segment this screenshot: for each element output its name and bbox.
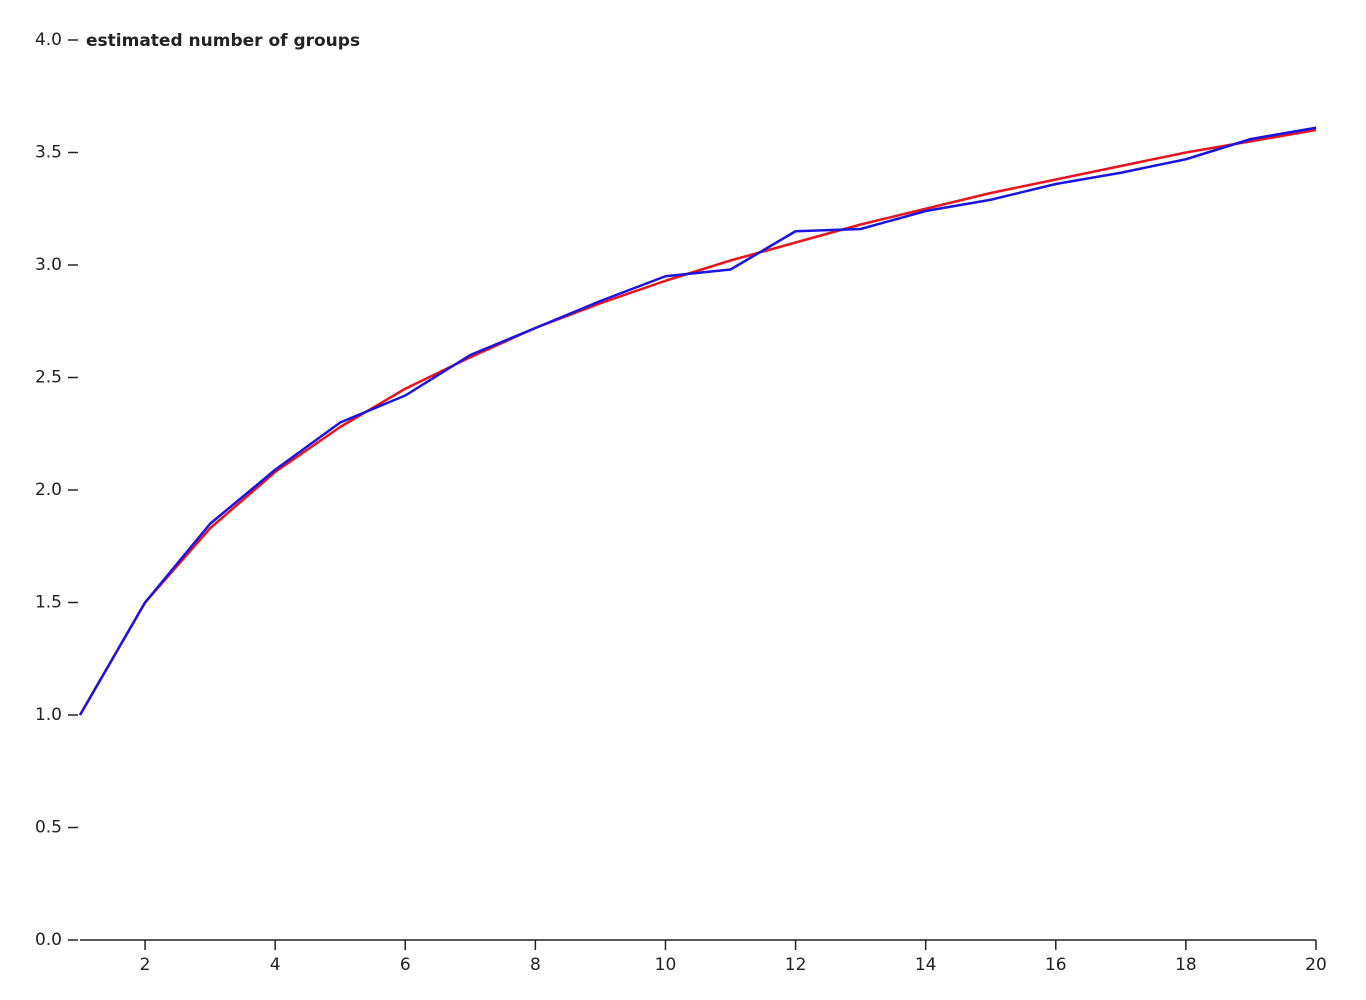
series-line — [78, 128, 1317, 716]
y-tick-label: 0.5 — [35, 818, 62, 838]
x-tick-label: 8 — [530, 955, 541, 975]
y-tick-label: 0.0 — [35, 930, 62, 950]
x-tick-label: 4 — [270, 955, 281, 975]
x-tick-label: 14 — [915, 955, 937, 975]
x-tick-label: 18 — [1175, 955, 1197, 975]
x-tick-label: 2 — [140, 955, 151, 975]
y-tick-label: 3.0 — [35, 255, 62, 275]
x-tick-label: 20 — [1305, 955, 1327, 975]
y-tick-label: 1.5 — [35, 593, 62, 613]
y-axis-title: estimated number of groups — [86, 31, 360, 51]
series-line — [78, 126, 1317, 716]
x-tick-label: 6 — [400, 955, 411, 975]
y-tick-label: 3.5 — [35, 143, 62, 163]
y-tick-label: 4.0 — [35, 30, 62, 50]
y-tick-label: 2.0 — [35, 480, 62, 500]
y-tick-label: 2.5 — [35, 368, 62, 388]
x-tick-label: 12 — [785, 955, 807, 975]
x-tick-label: 10 — [655, 955, 677, 975]
y-tick-label: 1.0 — [35, 705, 62, 725]
x-tick-label: 16 — [1045, 955, 1067, 975]
